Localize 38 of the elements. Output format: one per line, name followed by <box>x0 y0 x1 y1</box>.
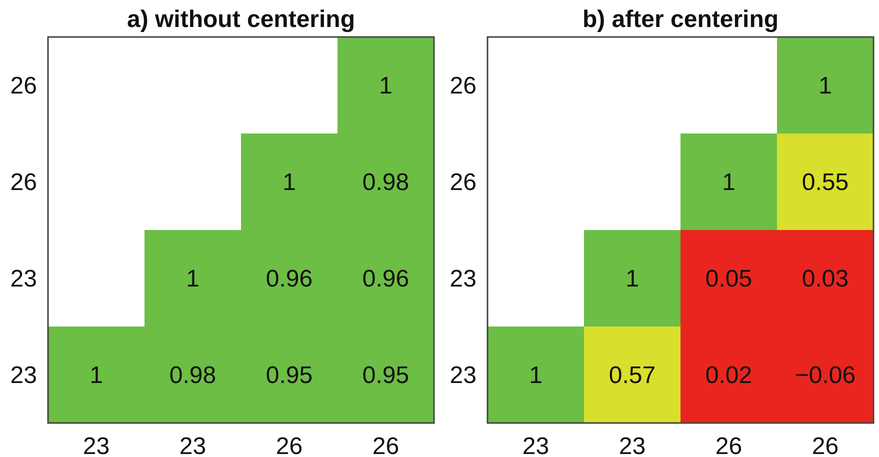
x-tick-label: 26 <box>812 433 839 457</box>
data-label: 0.55 <box>802 169 849 196</box>
y-tick-label: 26 <box>10 169 37 196</box>
y-tick-label: 26 <box>10 72 37 100</box>
data-label: 0.96 <box>266 266 313 293</box>
data-label: 0.95 <box>362 362 410 390</box>
y-tick-label: 23 <box>10 362 37 390</box>
y-tick-label: 23 <box>10 266 37 293</box>
x-tick-label: 26 <box>372 433 400 457</box>
data-label: 0.02 <box>705 362 752 390</box>
x-tick-label: 23 <box>522 433 550 457</box>
data-label: 0.98 <box>362 169 410 196</box>
chart-title: a) without centering <box>127 6 355 33</box>
data-label: 0.95 <box>266 362 313 390</box>
x-tick-label: 26 <box>715 433 742 457</box>
y-tick-label: 26 <box>450 169 476 196</box>
y-tick-label: 26 <box>450 72 476 100</box>
data-label: 1 <box>818 72 832 100</box>
data-label: 0.98 <box>169 362 216 390</box>
y-tick-label: 23 <box>450 266 476 293</box>
x-tick-label: 26 <box>276 433 303 457</box>
x-tick-label: 23 <box>179 433 206 457</box>
data-label: 1 <box>529 362 542 390</box>
data-label: 0.05 <box>705 266 752 293</box>
data-label: 1 <box>186 266 200 293</box>
data-label: 0.03 <box>802 266 849 293</box>
data-label: 0.57 <box>608 362 656 390</box>
data-label: 1 <box>722 169 736 196</box>
data-label: 1 <box>379 72 392 100</box>
x-tick-label: 23 <box>618 433 646 457</box>
data-label: 1 <box>282 169 296 196</box>
data-label: 0.96 <box>362 266 410 293</box>
x-tick-label: 23 <box>82 433 110 457</box>
chart-title: b) after centering <box>582 6 779 33</box>
y-tick-label: 23 <box>450 362 476 390</box>
data-label: 1 <box>90 362 103 390</box>
data-label: 1 <box>626 266 639 293</box>
data-label: −0.06 <box>794 362 856 390</box>
